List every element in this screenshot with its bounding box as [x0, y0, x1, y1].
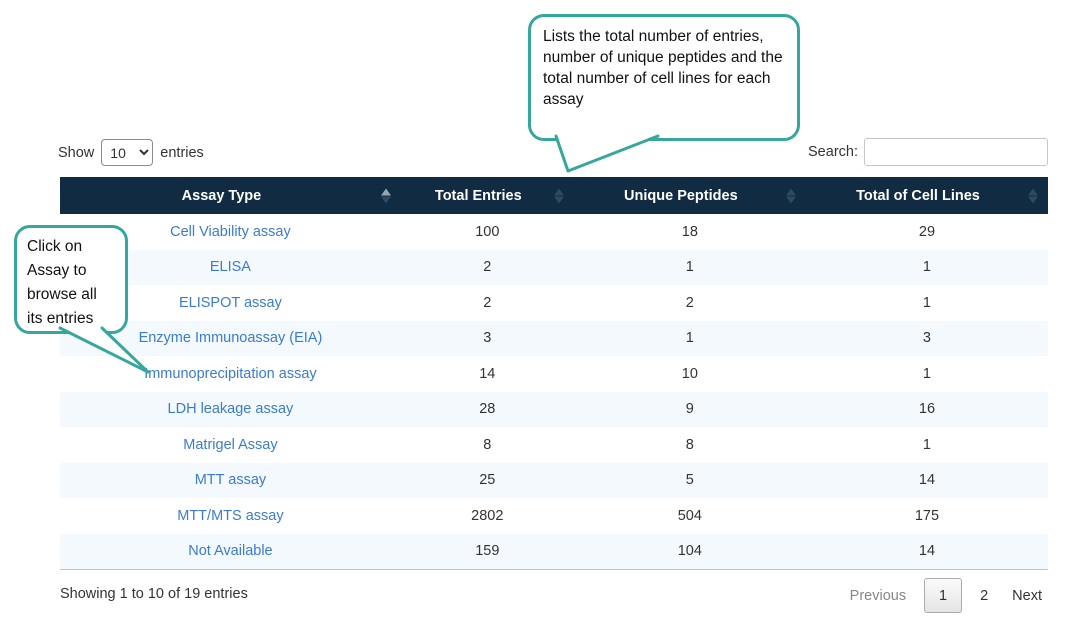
table-row: Immunoprecipitation assay 14 10 1	[60, 356, 1048, 392]
header-row: Assay Type Total Entries Unique Peptides…	[60, 177, 1048, 214]
unique-peptides-cell: 1	[573, 249, 806, 285]
total-entries-cell: 3	[400, 320, 574, 356]
page-length-control: Show 10 entries	[58, 139, 204, 166]
table-row: Matrigel Assay 8 8 1	[60, 427, 1048, 463]
sort-asc-icon	[380, 188, 391, 203]
total-entries-cell: 8	[400, 427, 574, 463]
table-row: ELISPOT assay 2 2 1	[60, 285, 1048, 321]
column-header-unique-peptides[interactable]: Unique Peptides	[573, 177, 806, 214]
total-entries-cell: 2	[400, 249, 574, 285]
cell-lines-cell: 1	[805, 356, 1048, 392]
cell-lines-cell: 14	[805, 462, 1048, 498]
table-row: Not Available 159 104 14	[60, 533, 1048, 570]
assay-link[interactable]: ELISA	[209, 259, 251, 276]
total-entries-cell: 2802	[400, 498, 574, 534]
cell-lines-cell: 16	[805, 391, 1048, 427]
pagination: Previous 1 2 Next	[842, 578, 1048, 613]
assay-link[interactable]: ELISPOT assay	[178, 294, 282, 311]
unique-peptides-cell: 504	[573, 498, 806, 534]
cell-lines-cell: 29	[805, 214, 1048, 250]
table-row: Cell Viability assay 100 18 29	[60, 214, 1048, 250]
cell-lines-cell: 3	[805, 320, 1048, 356]
unique-peptides-cell: 2	[573, 285, 806, 321]
unique-peptides-cell: 5	[573, 462, 806, 498]
total-entries-cell: 14	[400, 356, 574, 392]
table-row: MTT assay 25 5 14	[60, 462, 1048, 498]
table-row: MTT/MTS assay 2802 504 175	[60, 498, 1048, 534]
assay-table: Assay Type Total Entries Unique Peptides…	[60, 177, 1048, 570]
column-label: Unique Peptides	[624, 187, 738, 204]
column-header-total-entries[interactable]: Total Entries	[400, 177, 574, 214]
cell-lines-cell: 175	[805, 498, 1048, 534]
table-row: ELISA 2 1 1	[60, 249, 1048, 285]
assay-link[interactable]: MTT/MTS assay	[177, 507, 284, 524]
cell-lines-cell: 14	[805, 533, 1048, 570]
search-control: Search:	[808, 138, 1048, 166]
assay-link[interactable]: MTT assay	[194, 472, 267, 489]
assay-link[interactable]: Not Available	[188, 543, 273, 560]
table-info: Showing 1 to 10 of 19 entries	[60, 586, 248, 602]
assay-link[interactable]: Immunoprecipitation assay	[144, 365, 317, 382]
total-entries-cell: 159	[400, 533, 574, 570]
page-1-button[interactable]: 1	[924, 578, 963, 613]
total-entries-cell: 25	[400, 462, 574, 498]
unique-peptides-cell: 10	[573, 356, 806, 392]
total-entries-cell: 28	[400, 391, 574, 427]
assay-link[interactable]: Matrigel Assay	[183, 436, 278, 453]
search-input[interactable]	[864, 138, 1048, 166]
callout-assay-link-hint: Click on Assay to browse all its entries	[14, 225, 128, 334]
top-callout-tail	[554, 134, 660, 173]
sort-both-icon	[1028, 188, 1038, 203]
unique-peptides-cell: 18	[573, 214, 806, 250]
show-label: Show	[58, 144, 95, 161]
entries-label: entries	[160, 144, 204, 161]
total-entries-cell: 100	[400, 214, 574, 250]
callout-columns-description: Lists the total number of entries, numbe…	[528, 14, 800, 141]
unique-peptides-cell: 8	[573, 427, 806, 463]
assay-link[interactable]: Enzyme Immunoassay (EIA)	[138, 330, 323, 347]
unique-peptides-cell: 1	[573, 320, 806, 356]
assay-link[interactable]: LDH leakage assay	[167, 401, 294, 418]
column-header-assay-type[interactable]: Assay Type	[60, 177, 401, 214]
cell-lines-cell: 1	[805, 249, 1048, 285]
page-size-select[interactable]: 10	[101, 139, 154, 166]
sort-both-icon	[553, 188, 564, 203]
unique-peptides-cell: 104	[573, 533, 806, 570]
previous-page-button[interactable]: Previous	[849, 587, 907, 604]
assay-link[interactable]: Cell Viability assay	[170, 223, 291, 240]
table-row: LDH leakage assay 28 9 16	[60, 391, 1048, 427]
column-header-cell-lines[interactable]: Total of Cell Lines	[805, 177, 1048, 214]
page-2-button[interactable]: 2	[980, 587, 989, 604]
column-label: Total of Cell Lines	[856, 187, 980, 204]
search-label: Search:	[808, 144, 858, 160]
table-row: Enzyme Immunoassay (EIA) 3 1 3	[60, 320, 1048, 356]
column-label: Assay Type	[181, 187, 262, 204]
next-page-button[interactable]: Next	[1012, 587, 1042, 604]
unique-peptides-cell: 9	[573, 391, 806, 427]
cell-lines-cell: 1	[805, 285, 1048, 321]
sort-both-icon	[785, 188, 796, 203]
total-entries-cell: 2	[400, 285, 574, 321]
column-label: Total Entries	[434, 187, 522, 204]
cell-lines-cell: 1	[805, 427, 1048, 463]
